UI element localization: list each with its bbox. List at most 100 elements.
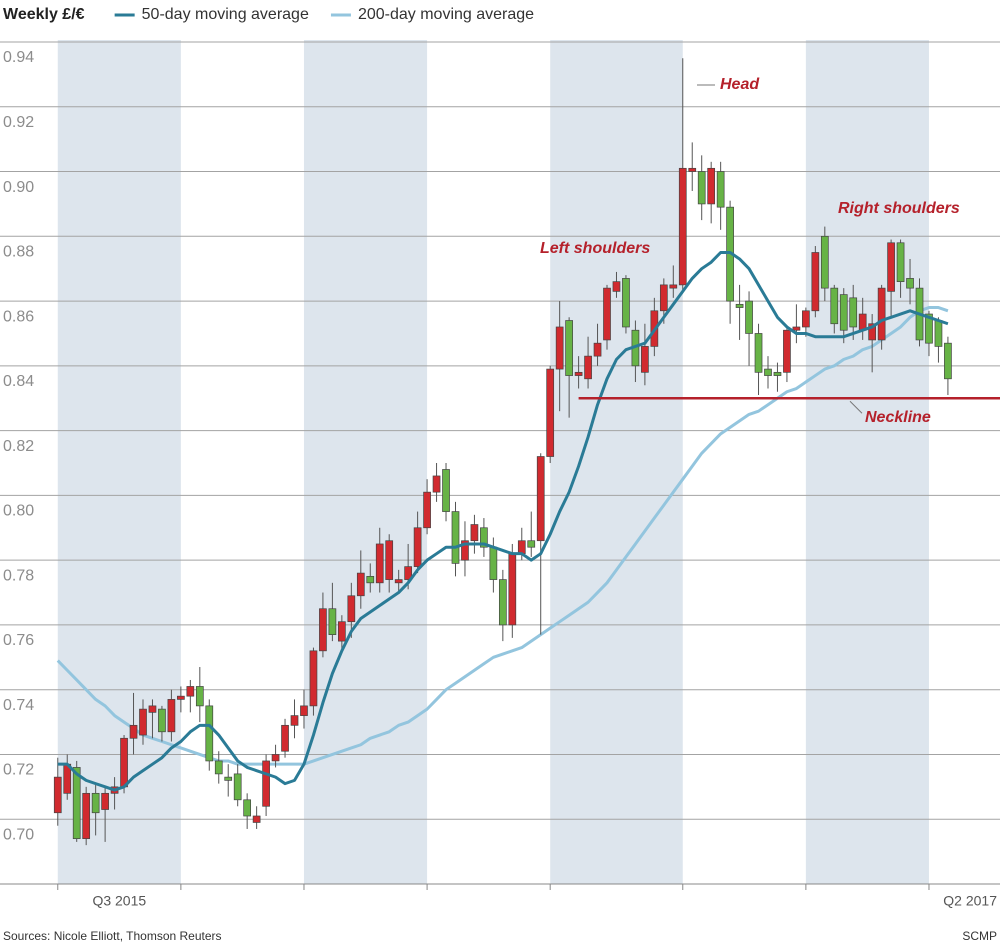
candle-body (887, 242, 895, 292)
candle-body (186, 686, 195, 697)
candle-body (783, 329, 791, 373)
annotation: Right shoulders (838, 200, 960, 217)
y-tick-label: 0.78 (3, 567, 34, 584)
x-tick-label: Q3 2015 (92, 893, 146, 909)
candle-body (906, 278, 914, 289)
candle-body (555, 326, 564, 370)
annotation: Head (720, 76, 760, 93)
candle-body (508, 553, 517, 626)
candle-body (820, 235, 829, 289)
candle-body (697, 171, 706, 205)
candle-body (366, 575, 375, 584)
candle-body (404, 566, 412, 580)
candle-body (158, 708, 166, 733)
candle-body (309, 650, 318, 707)
candle-body (811, 252, 820, 312)
candle-body (300, 705, 308, 716)
quarter-shade (550, 40, 683, 884)
candle-body (224, 776, 233, 781)
candle-body (934, 320, 943, 347)
candle-body (517, 540, 526, 555)
candle-body (385, 540, 394, 580)
candle-body (792, 326, 801, 331)
candle-body (53, 776, 62, 814)
y-tick-label: 0.90 (3, 179, 34, 196)
candle-body (498, 579, 507, 626)
candle-body (470, 524, 479, 542)
quarter-shade (57, 40, 181, 884)
candle-body (745, 300, 753, 334)
candle-body (120, 737, 128, 788)
y-tick-label: 0.94 (3, 49, 34, 66)
candle-body (167, 699, 176, 733)
candle-body (252, 815, 261, 823)
candle-body (243, 799, 252, 817)
candle-body (773, 371, 782, 376)
candle-body (319, 608, 327, 652)
y-tick-label: 0.70 (3, 826, 34, 843)
candle-body (82, 792, 91, 840)
candle-body (451, 511, 460, 564)
x-tick-label: Q2 2017 (943, 893, 997, 909)
candle-body (375, 543, 384, 584)
candle-body (394, 579, 403, 584)
candle-body (480, 527, 488, 548)
candle-body (262, 760, 270, 807)
candle-body (565, 320, 573, 376)
candle-body (356, 572, 365, 597)
candle-body (858, 313, 867, 331)
candle-body (214, 760, 223, 775)
candle-body (101, 792, 109, 810)
candle-body (877, 287, 886, 341)
candle-body (802, 310, 810, 328)
candle-body (735, 303, 744, 308)
candle-body (839, 294, 848, 331)
candle-body (593, 342, 602, 357)
source: Sources: Nicole Elliott, Thomson Reuters (3, 929, 222, 943)
candle-body (688, 167, 697, 172)
candle-body (896, 242, 905, 282)
annotation: Left shoulders (540, 240, 650, 257)
y-tick-label: 0.80 (3, 503, 34, 520)
candle-body (574, 371, 583, 376)
candle-body (584, 355, 592, 380)
candle-body (536, 456, 545, 542)
candle-body (432, 475, 441, 493)
candle-body (764, 368, 772, 376)
candle-body (195, 686, 204, 707)
y-tick-label: 0.72 (3, 762, 34, 779)
candle-body (177, 695, 185, 700)
candle-body (290, 715, 299, 726)
candle-body (641, 346, 649, 373)
candle-body (678, 167, 687, 286)
candle-body (716, 171, 725, 208)
credit: SCMP (962, 929, 997, 943)
candle-body (338, 621, 346, 642)
y-tick-label: 0.88 (3, 244, 34, 261)
candle-body (148, 705, 157, 713)
candle-body (461, 540, 469, 561)
quarter-shade (805, 40, 929, 884)
candle-body (830, 287, 839, 325)
y-tick-label: 0.82 (3, 438, 34, 455)
candle-body (622, 278, 630, 328)
y-tick-label: 0.74 (3, 697, 34, 714)
candle-body (527, 540, 536, 548)
candle-body (91, 792, 100, 814)
y-tick-label: 0.92 (3, 114, 34, 131)
candle-body (849, 297, 858, 328)
candle-body (925, 313, 933, 344)
candle-body (546, 368, 555, 457)
legend-label: 200-day moving average (358, 6, 534, 23)
candle-body (423, 491, 431, 529)
chart-title: Weekly £/€ (3, 6, 85, 23)
y-tick-label: 0.76 (3, 632, 34, 649)
candle-body (754, 333, 763, 373)
candle-body (72, 767, 81, 840)
leader-line (849, 400, 863, 414)
candle-body (669, 284, 678, 289)
moving-average-line (57, 251, 949, 792)
candle-body (129, 724, 138, 739)
candle-body (603, 287, 611, 341)
